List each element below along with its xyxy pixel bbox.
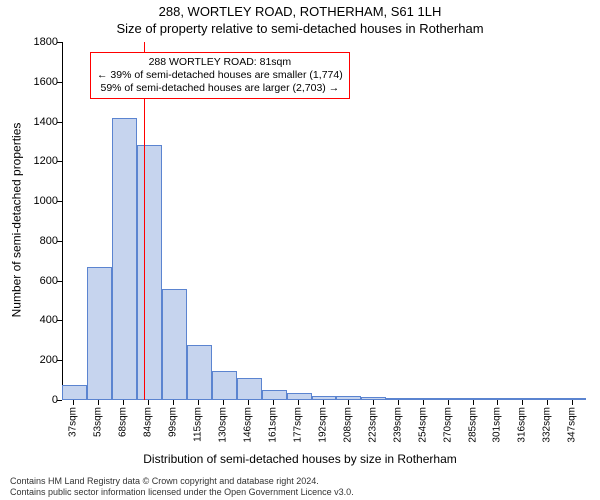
y-tick-label: 200 <box>18 354 58 366</box>
y-tick-label: 1000 <box>18 195 58 207</box>
histogram-bar <box>561 398 586 400</box>
y-tick-mark <box>57 42 62 43</box>
y-tick-mark <box>57 82 62 83</box>
x-tick-mark <box>273 400 274 405</box>
x-tick-mark <box>473 400 474 405</box>
page-root: 288, WORTLEY ROAD, ROTHERHAM, S61 1LH Si… <box>0 0 600 500</box>
x-tick-mark <box>572 400 573 405</box>
histogram-bar <box>62 385 87 400</box>
x-tick-label: 99sqm <box>168 407 179 437</box>
x-tick-mark <box>248 400 249 405</box>
annotation-line3: 59% of semi-detached houses are larger (… <box>97 82 343 95</box>
x-tick-label: 146sqm <box>242 407 253 443</box>
footer-attribution: Contains HM Land Registry data © Crown c… <box>0 476 600 499</box>
histogram-bar <box>436 398 461 400</box>
x-tick-mark <box>522 400 523 405</box>
x-tick-label: 192sqm <box>317 407 328 443</box>
x-tick-label: 239sqm <box>392 407 403 443</box>
histogram-bar <box>287 393 312 400</box>
y-tick-label: 1600 <box>18 76 58 88</box>
y-tick-mark <box>57 241 62 242</box>
x-tick-label: 208sqm <box>342 407 353 443</box>
x-tick-label: 301sqm <box>492 407 503 443</box>
histogram-bar <box>187 345 212 400</box>
y-tick-label: 1800 <box>18 36 58 48</box>
histogram-bar <box>312 396 337 400</box>
x-tick-label: 223sqm <box>367 407 378 443</box>
x-tick-mark <box>173 400 174 405</box>
annotation-line2: ← 39% of semi-detached houses are smalle… <box>97 69 343 82</box>
x-tick-label: 332sqm <box>542 407 553 443</box>
histogram-bar <box>486 398 511 400</box>
histogram-bar <box>87 267 112 400</box>
x-tick-mark <box>448 400 449 405</box>
x-tick-mark <box>298 400 299 405</box>
x-tick-mark <box>497 400 498 405</box>
x-tick-label: 254sqm <box>417 407 428 443</box>
x-tick-label: 115sqm <box>193 407 204 442</box>
histogram-bar <box>212 371 237 400</box>
x-tick-mark <box>373 400 374 405</box>
footer-line1: Contains HM Land Registry data © Crown c… <box>10 476 600 487</box>
histogram-bar <box>137 145 162 400</box>
annotation-box: 288 WORTLEY ROAD: 81sqm ← 39% of semi-de… <box>90 52 350 99</box>
x-tick-label: 316sqm <box>517 407 528 443</box>
x-axis-label: Distribution of semi-detached houses by … <box>0 452 600 466</box>
x-tick-mark <box>148 400 149 405</box>
x-tick-mark <box>223 400 224 405</box>
x-tick-label: 130sqm <box>217 407 228 443</box>
x-tick-mark <box>198 400 199 405</box>
x-tick-label: 270sqm <box>442 407 453 443</box>
x-tick-mark <box>423 400 424 405</box>
y-tick-label: 1200 <box>18 155 58 167</box>
footer-line2: Contains public sector information licen… <box>10 487 600 498</box>
y-tick-mark <box>57 281 62 282</box>
histogram-bar <box>112 118 137 400</box>
y-tick-label: 0 <box>18 394 58 406</box>
histogram-bar <box>336 396 361 400</box>
histogram-bar <box>461 398 486 400</box>
histogram-bar <box>262 390 287 400</box>
y-tick-label: 600 <box>18 275 58 287</box>
chart-title-line2: Size of property relative to semi-detach… <box>0 21 600 36</box>
x-tick-mark <box>98 400 99 405</box>
x-tick-label: 285sqm <box>467 407 478 443</box>
histogram-bar <box>536 398 561 400</box>
y-tick-mark <box>57 400 62 401</box>
histogram-bar <box>411 398 436 400</box>
x-tick-mark <box>348 400 349 405</box>
y-tick-mark <box>57 122 62 123</box>
histogram-bar <box>386 398 411 400</box>
y-tick-mark <box>57 320 62 321</box>
annotation-line1: 288 WORTLEY ROAD: 81sqm <box>97 56 343 69</box>
x-tick-label: 84sqm <box>143 407 154 437</box>
y-tick-label: 1400 <box>18 116 58 128</box>
y-tick-mark <box>57 201 62 202</box>
histogram-bar <box>237 378 262 400</box>
histogram-bar <box>511 398 536 400</box>
x-tick-label: 347sqm <box>567 407 578 443</box>
x-tick-label: 53sqm <box>93 407 104 437</box>
x-tick-mark <box>398 400 399 405</box>
chart-title-line1: 288, WORTLEY ROAD, ROTHERHAM, S61 1LH <box>0 4 600 19</box>
x-tick-mark <box>323 400 324 405</box>
y-tick-label: 800 <box>18 235 58 247</box>
y-tick-mark <box>57 360 62 361</box>
x-tick-mark <box>123 400 124 405</box>
histogram-bar <box>162 289 187 400</box>
y-tick-label: 400 <box>18 314 58 326</box>
histogram-bar <box>361 397 386 400</box>
x-tick-label: 37sqm <box>68 407 79 437</box>
x-tick-label: 161sqm <box>267 407 278 443</box>
x-tick-mark <box>73 400 74 405</box>
y-tick-mark <box>57 161 62 162</box>
y-axis-label: Number of semi-detached properties <box>8 0 24 440</box>
x-tick-mark <box>547 400 548 405</box>
x-tick-label: 68sqm <box>118 407 129 437</box>
x-tick-label: 177sqm <box>292 407 303 443</box>
